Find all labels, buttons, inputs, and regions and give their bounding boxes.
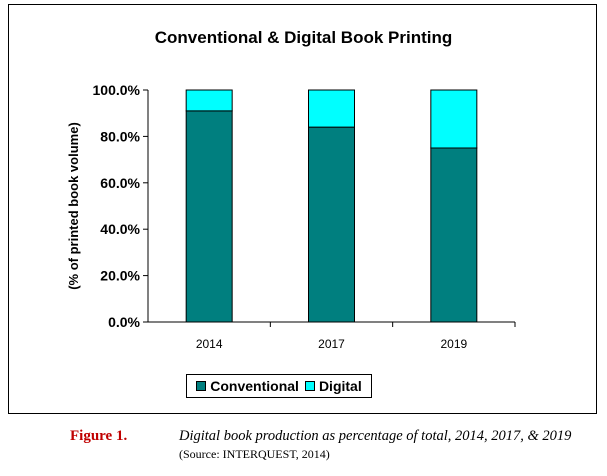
y-tick-label: 20.0% [100,268,140,284]
y-tick-label: 40.0% [100,221,140,237]
bar-conventional-2017 [308,126,355,323]
x-tick-label: 2014 [196,337,223,351]
bar-digital-2014 [185,89,233,112]
figure-caption-text: Digital book production as percentage of… [179,428,572,444]
legend-swatch-digital [304,381,315,391]
legend-item-digital: Digital [304,378,362,394]
x-tick-label: 2017 [318,337,345,351]
y-axis-label: (% of printed book volume) [66,122,81,290]
legend: Conventional Digital [186,374,372,398]
bar-conventional-2019 [430,147,478,323]
bar-digital-2019 [430,89,478,149]
y-tick-label: 80.0% [100,128,140,144]
bar-digital-2017 [308,89,355,128]
x-tick-label: 2019 [440,337,467,351]
figure-number: Figure 1. [70,428,128,444]
legend-swatch-conventional [196,381,207,391]
y-tick-label: 60.0% [100,175,140,191]
legend-item-conventional: Conventional [196,378,299,394]
chart-frame [8,4,597,414]
y-tick-label: 0.0% [108,314,140,330]
bar-conventional-2014 [185,110,233,323]
legend-label-digital: Digital [318,378,362,394]
chart-title: Conventional & Digital Book Printing [154,28,453,47]
figure-source: (Source: INTERQUEST, 2014) [179,447,330,461]
y-tick-label: 100.0% [93,82,141,98]
legend-label-conventional: Conventional [210,378,299,394]
